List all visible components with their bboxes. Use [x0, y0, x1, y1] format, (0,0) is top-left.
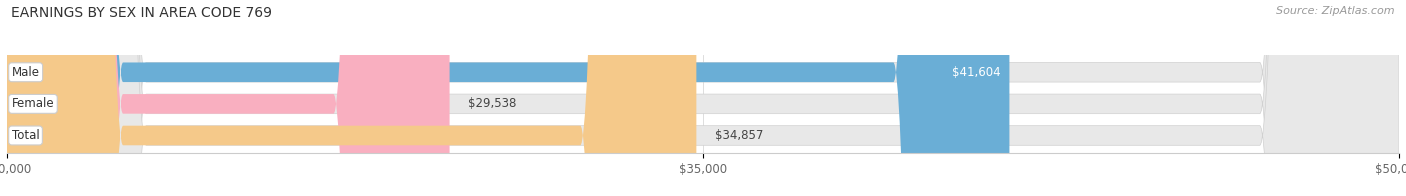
FancyBboxPatch shape — [7, 0, 1399, 196]
FancyBboxPatch shape — [7, 0, 1010, 196]
Text: Total: Total — [11, 129, 39, 142]
Text: Female: Female — [11, 97, 55, 110]
Text: $34,857: $34,857 — [714, 129, 763, 142]
FancyBboxPatch shape — [7, 0, 1399, 196]
Text: $29,538: $29,538 — [468, 97, 516, 110]
FancyBboxPatch shape — [7, 0, 696, 196]
FancyBboxPatch shape — [7, 0, 1399, 196]
Text: Source: ZipAtlas.com: Source: ZipAtlas.com — [1277, 6, 1395, 16]
Text: Male: Male — [11, 66, 39, 79]
Text: EARNINGS BY SEX IN AREA CODE 769: EARNINGS BY SEX IN AREA CODE 769 — [11, 6, 273, 20]
FancyBboxPatch shape — [7, 0, 450, 196]
Text: $41,604: $41,604 — [952, 66, 1000, 79]
